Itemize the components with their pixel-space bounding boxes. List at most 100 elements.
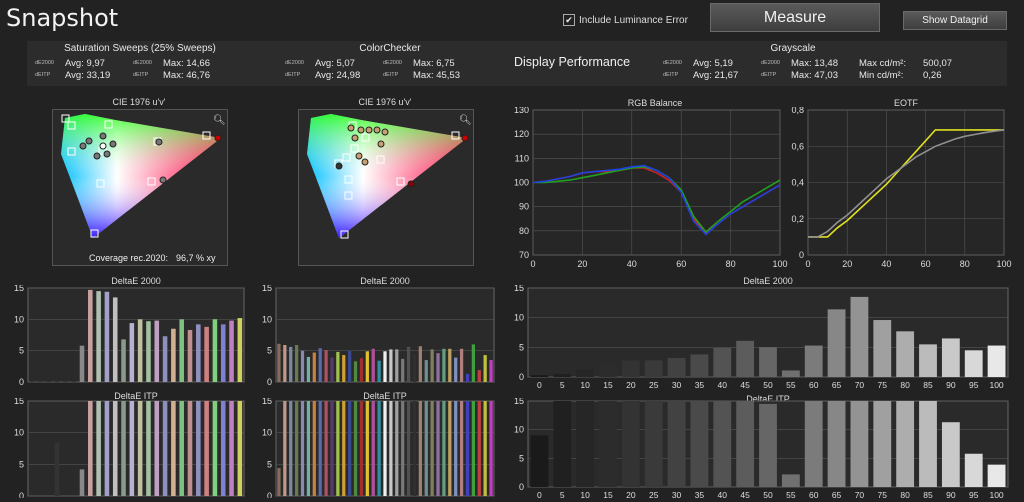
bar	[121, 339, 126, 382]
bar	[406, 401, 411, 496]
max-cd-label: Max cd/m²:	[859, 57, 906, 69]
bar	[318, 401, 322, 496]
bar	[553, 374, 572, 377]
bar	[713, 347, 732, 377]
de2000-label: dE2000	[35, 60, 54, 66]
magnifier-icon[interactable]: 🔍︎	[213, 114, 226, 126]
bar	[442, 401, 446, 496]
bar	[483, 355, 487, 382]
bar	[667, 401, 686, 487]
bar	[104, 401, 110, 496]
bar	[896, 401, 915, 487]
bar	[530, 375, 549, 377]
bar	[112, 297, 118, 382]
bar	[342, 355, 346, 382]
y-tick-label: 0	[519, 372, 524, 382]
bar	[179, 401, 184, 496]
bar	[919, 344, 937, 377]
bar	[229, 320, 234, 382]
magnifier-icon[interactable]: 🔍︎	[459, 114, 472, 126]
show-datagrid-button[interactable]: Show Datagrid	[903, 11, 1007, 30]
bar	[395, 349, 399, 382]
bar	[353, 361, 358, 382]
bar	[196, 324, 201, 382]
bar	[713, 401, 732, 487]
bar	[406, 346, 411, 382]
x-tick-label: 70	[855, 490, 865, 500]
grayscale-title: Grayscale	[770, 43, 816, 54]
cc-deitp-title: DeltaE ITP	[363, 391, 407, 401]
gs-de2000-avg: Avg: 5,19	[693, 57, 733, 69]
bar	[599, 363, 617, 377]
bar	[154, 320, 160, 382]
min-cd-value: 0,26	[923, 69, 942, 81]
bar	[477, 401, 481, 496]
checkbox-icon[interactable]: ✔	[563, 14, 575, 26]
bar	[306, 356, 311, 382]
x-tick-label: 80	[900, 380, 910, 390]
bar	[365, 401, 369, 496]
y-tick-label: 10	[514, 313, 524, 323]
y-tick-label: 15	[262, 398, 272, 406]
sat-deitp-max: Max: 46,76	[163, 69, 210, 81]
bar	[154, 401, 160, 496]
bar	[54, 380, 60, 382]
bar	[644, 360, 663, 377]
bar	[987, 345, 1006, 377]
x-tick-label: 100	[772, 259, 787, 269]
x-tick-label: 60	[809, 380, 819, 390]
bar	[342, 401, 346, 496]
cc-de2000-max: Max: 6,75	[413, 57, 455, 69]
include-luminance-label: Include Luminance Error	[579, 14, 688, 26]
bar	[129, 323, 135, 382]
bar	[46, 381, 52, 382]
x-tick-label: 20	[626, 490, 636, 500]
x-tick-label: 60	[809, 490, 819, 500]
bar	[941, 338, 960, 377]
y-tick-label: 10	[262, 428, 272, 438]
bar	[964, 350, 983, 377]
bar	[104, 291, 110, 382]
bar	[827, 401, 846, 487]
bar	[621, 360, 640, 377]
bar	[312, 352, 316, 382]
bar	[237, 318, 243, 382]
bar	[112, 401, 118, 496]
eotf-title: EOTF	[894, 98, 918, 108]
x-tick-label: 0	[537, 380, 542, 390]
x-tick-label: 80	[960, 259, 970, 269]
measure-button[interactable]: Measure	[710, 3, 880, 32]
bar	[187, 401, 193, 496]
bar	[212, 319, 218, 382]
bar	[220, 401, 226, 496]
y-tick-label: 10	[262, 314, 272, 324]
bar	[129, 401, 135, 496]
bar	[465, 373, 470, 382]
bar	[436, 401, 440, 496]
cc-de2000-title: DeltaE 2000	[360, 276, 410, 286]
bar	[377, 360, 381, 382]
x-tick-label: 60	[676, 259, 686, 269]
gs-de2000-chart: 0 5 10 15 0 5 10 15 20 25 30 35 40 45 50 55 60 65 70 75 80 85…	[514, 285, 1009, 390]
x-tick-label: 30	[672, 380, 682, 390]
eotf-chart: 0 0,2 0,4 0,6 0,8 0 20 40 60 80 100	[791, 107, 1011, 269]
include-luminance-toggle[interactable]: ✔ Include Luminance Error	[563, 14, 688, 26]
bar	[781, 370, 800, 377]
colorchecker-title: ColorChecker	[359, 43, 421, 54]
deitp-label: dEITP	[663, 72, 679, 78]
y-tick-label: 0	[799, 250, 804, 260]
x-tick-label: 100	[989, 490, 1003, 500]
bar	[162, 401, 168, 496]
coverage-label: Coverage rec.2020:	[89, 253, 168, 263]
bar	[389, 349, 393, 382]
x-tick-label: 90	[946, 380, 956, 390]
y-tick-label: 15	[14, 398, 24, 406]
bar	[187, 329, 193, 382]
bar	[96, 401, 101, 496]
bar	[371, 348, 375, 382]
bar	[336, 401, 340, 496]
series-line	[808, 129, 1004, 238]
cc-de2000-chart: 0 5 10 15	[262, 285, 495, 385]
bar	[79, 469, 85, 496]
bar	[599, 401, 617, 487]
